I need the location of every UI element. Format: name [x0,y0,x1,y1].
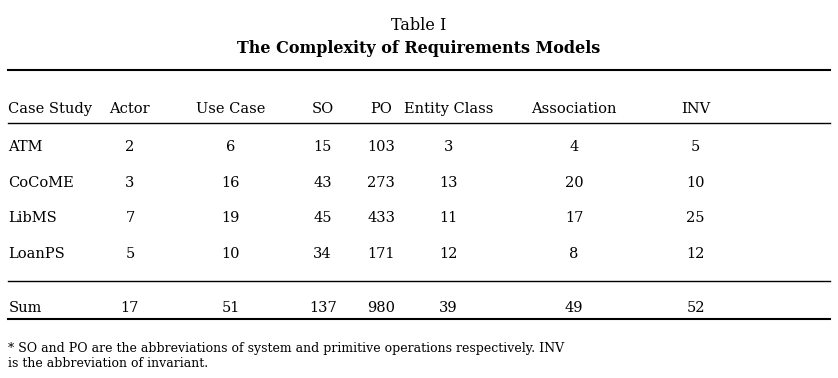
Text: 3: 3 [443,140,453,154]
Text: 5: 5 [125,247,135,261]
Text: CoCoME: CoCoME [8,176,74,190]
Text: Actor: Actor [110,102,150,116]
Text: 45: 45 [313,211,332,225]
Text: 25: 25 [686,211,705,225]
Text: Association: Association [531,102,617,116]
Text: 39: 39 [439,301,458,315]
Text: 137: 137 [308,301,337,315]
Text: SO: SO [312,102,334,116]
Text: 7: 7 [125,211,135,225]
Text: 273: 273 [367,176,396,190]
Text: Entity Class: Entity Class [404,102,493,116]
Text: 52: 52 [686,301,705,315]
Text: 34: 34 [313,247,332,261]
Text: 2: 2 [125,140,135,154]
Text: 16: 16 [221,176,240,190]
Text: The Complexity of Requirements Models: The Complexity of Requirements Models [237,40,601,57]
Text: 12: 12 [686,247,705,261]
Text: 3: 3 [125,176,135,190]
Text: 4: 4 [569,140,579,154]
Text: 8: 8 [569,247,579,261]
Text: Use Case: Use Case [196,102,265,116]
Text: 51: 51 [221,301,240,315]
Text: 13: 13 [439,176,458,190]
Text: Case Study: Case Study [8,102,92,116]
Text: 19: 19 [221,211,240,225]
Text: 12: 12 [439,247,458,261]
Text: PO: PO [370,102,392,116]
Text: LibMS: LibMS [8,211,57,225]
Text: Table I: Table I [391,17,447,34]
Text: Sum: Sum [8,301,42,315]
Text: INV: INV [681,102,710,116]
Text: 433: 433 [367,211,396,225]
Text: 15: 15 [313,140,332,154]
Text: LoanPS: LoanPS [8,247,65,261]
Text: 6: 6 [225,140,235,154]
Text: 10: 10 [686,176,705,190]
Text: ATM: ATM [8,140,43,154]
Text: 43: 43 [313,176,332,190]
Text: 10: 10 [221,247,240,261]
Text: 171: 171 [368,247,395,261]
Text: 17: 17 [121,301,139,315]
Text: 5: 5 [691,140,701,154]
Text: * SO and PO are the abbreviations of system and primitive operations respectivel: * SO and PO are the abbreviations of sys… [8,342,565,370]
Text: 103: 103 [367,140,396,154]
Text: 980: 980 [367,301,396,315]
Text: 49: 49 [565,301,583,315]
Text: 17: 17 [565,211,583,225]
Text: 20: 20 [565,176,583,190]
Text: 11: 11 [439,211,458,225]
